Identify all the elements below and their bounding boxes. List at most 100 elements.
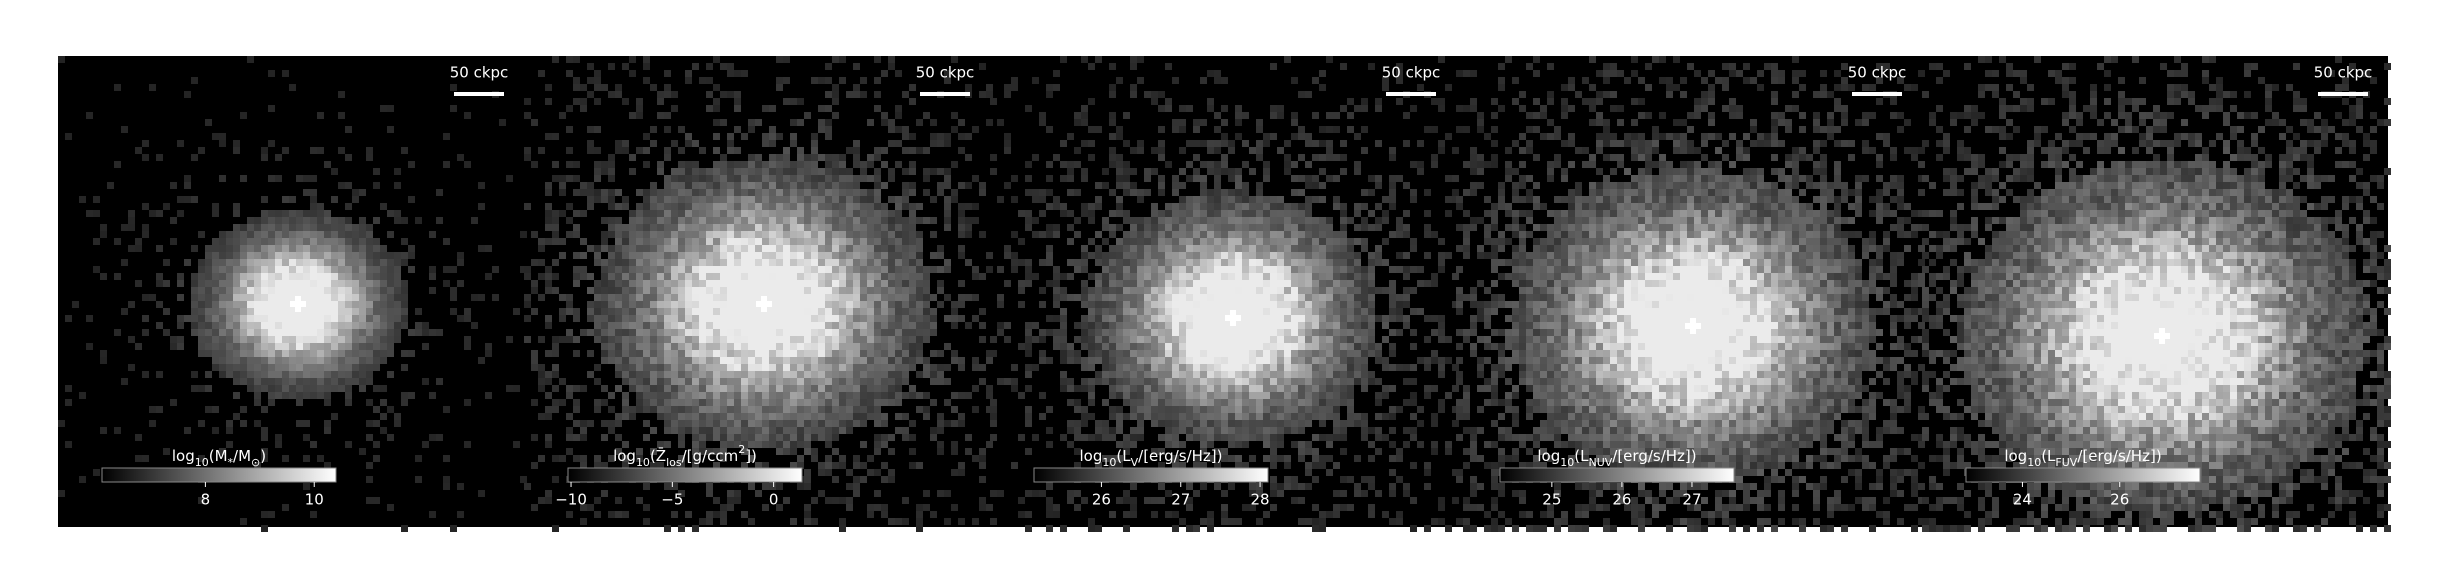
image-pixel — [366, 245, 373, 252]
image-pixel — [608, 406, 615, 413]
image-pixel — [240, 315, 247, 322]
image-pixel — [1270, 210, 1277, 217]
image-pixel — [1032, 231, 1039, 238]
image-pixel — [233, 301, 240, 308]
image-pixel — [629, 266, 636, 273]
image-pixel — [706, 231, 713, 238]
image-pixel — [310, 392, 317, 399]
image-pixel — [1179, 119, 1186, 126]
image-pixel — [930, 252, 937, 259]
image-pixel — [359, 245, 366, 252]
image-pixel — [394, 301, 401, 308]
image-pixel — [762, 322, 769, 329]
image-pixel — [394, 168, 401, 175]
image-pixel — [331, 196, 338, 203]
image-pixel — [1284, 154, 1291, 161]
image-pixel — [657, 336, 664, 343]
image-pixel — [748, 483, 755, 490]
image-pixel — [552, 231, 559, 238]
image-pixel — [156, 301, 163, 308]
image-pixel — [303, 189, 310, 196]
image-pixel — [1368, 259, 1375, 266]
image-pixel — [359, 280, 366, 287]
image-pixel — [664, 217, 671, 224]
image-pixel — [366, 420, 373, 427]
image-pixel — [531, 434, 538, 441]
image-pixel — [867, 161, 874, 168]
image-pixel — [888, 287, 895, 294]
image-pixel — [790, 371, 797, 378]
image-pixel — [1095, 182, 1102, 189]
image-pixel — [762, 175, 769, 182]
image-pixel — [1186, 259, 1193, 266]
image-pixel — [741, 175, 748, 182]
image-pixel — [706, 280, 713, 287]
image-pixel — [811, 455, 818, 462]
image-pixel — [657, 91, 664, 98]
image-pixel — [860, 175, 867, 182]
image-pixel — [345, 357, 352, 364]
image-pixel — [1326, 259, 1333, 266]
image-pixel — [1361, 273, 1368, 280]
image-pixel — [545, 378, 552, 385]
image-pixel — [545, 203, 552, 210]
image-pixel — [1137, 231, 1144, 238]
image-pixel — [657, 294, 664, 301]
image-pixel — [296, 371, 303, 378]
image-pixel — [212, 329, 219, 336]
image-pixel — [331, 273, 338, 280]
image-pixel — [741, 210, 748, 217]
image-pixel — [552, 259, 559, 266]
image-pixel — [191, 315, 198, 322]
image-pixel — [797, 210, 804, 217]
image-pixel — [818, 231, 825, 238]
image-pixel — [818, 462, 825, 469]
image-pixel — [1354, 308, 1361, 315]
image-pixel — [1179, 168, 1186, 175]
image-pixel — [797, 336, 804, 343]
image-pixel — [240, 336, 247, 343]
image-pixel — [1158, 308, 1165, 315]
image-pixel — [559, 189, 566, 196]
image-pixel — [762, 238, 769, 245]
image-pixel — [874, 245, 881, 252]
image-pixel — [650, 308, 657, 315]
image-pixel — [1340, 224, 1347, 231]
image-pixel — [825, 427, 832, 434]
image-pixel — [1340, 259, 1347, 266]
image-pixel — [657, 462, 664, 469]
image-pixel — [58, 490, 65, 497]
image-pixel — [1151, 203, 1158, 210]
image-pixel — [1361, 203, 1368, 210]
image-pixel — [1270, 336, 1277, 343]
image-pixel — [261, 217, 268, 224]
image-pixel — [860, 399, 867, 406]
image-pixel — [1109, 259, 1116, 266]
image-pixel — [650, 406, 657, 413]
image-pixel — [741, 315, 748, 322]
image-pixel — [734, 105, 741, 112]
image-pixel — [741, 371, 748, 378]
image-pixel — [226, 266, 233, 273]
image-pixel — [1074, 217, 1081, 224]
image-pixel — [1137, 140, 1144, 147]
image-pixel — [650, 329, 657, 336]
image-pixel — [818, 322, 825, 329]
image-pixel — [755, 203, 762, 210]
image-pixel — [902, 133, 909, 140]
image-pixel — [769, 189, 776, 196]
image-pixel — [345, 399, 352, 406]
image-pixel — [825, 231, 832, 238]
image-pixel — [622, 63, 629, 70]
image-pixel — [986, 84, 993, 91]
image-pixel — [762, 315, 769, 322]
image-pixel — [706, 329, 713, 336]
image-pixel — [923, 329, 930, 336]
image-pixel — [324, 336, 331, 343]
image-pixel — [524, 112, 531, 119]
image-pixel — [1228, 343, 1235, 350]
image-pixel — [811, 343, 818, 350]
image-pixel — [1242, 294, 1249, 301]
image-pixel — [797, 98, 804, 105]
image-pixel — [1172, 322, 1179, 329]
